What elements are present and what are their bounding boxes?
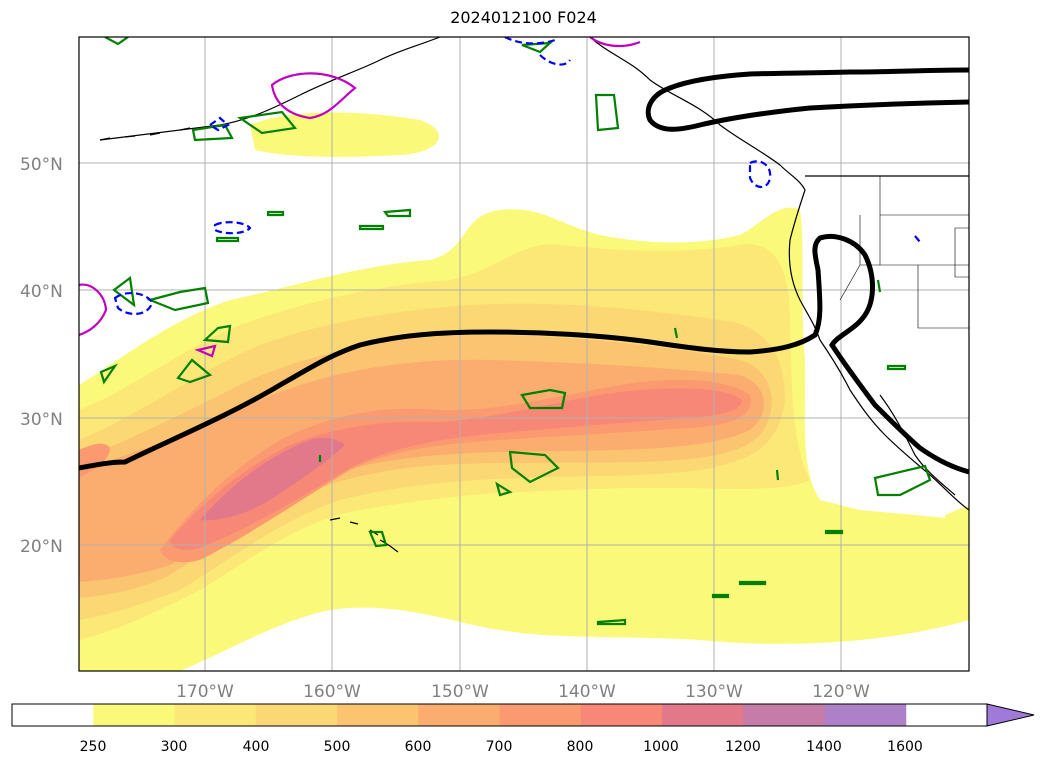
green-contour (237, 110, 298, 135)
hawaii-islands (329, 517, 399, 553)
colorbar-segment (174, 704, 257, 726)
blue-dashed-contours (113, 37, 921, 316)
magenta-contours (79, 37, 641, 358)
green-contour (104, 37, 129, 46)
map-frame (78, 36, 970, 672)
blue-contour (213, 221, 252, 235)
colorbar-label: 300 (161, 739, 188, 755)
green-contour (99, 363, 119, 385)
colorbar: 250 300 400 500 600 700 800 1000 1200 14… (11, 703, 1035, 755)
magenta-contour (589, 37, 641, 48)
lat-label-20: 20°N (20, 537, 63, 557)
colorbar-segment (499, 704, 582, 726)
lat-label-30: 30°N (20, 410, 63, 430)
blue-contour (914, 235, 921, 243)
lat-label-40: 40°N (20, 282, 63, 302)
green-contour (738, 580, 767, 586)
colorbar-segment (12, 704, 94, 726)
green-contours (99, 37, 932, 626)
ivt-band-700 (160, 379, 751, 563)
lon-label-170: 170°W (176, 682, 234, 702)
green-contour (824, 529, 844, 535)
green-contour (215, 236, 240, 243)
colorbar-label: 400 (243, 739, 270, 755)
magenta-contour (79, 283, 108, 337)
ivt-band-250-east (945, 505, 969, 545)
colorbar-segment (743, 704, 825, 726)
green-contour (358, 224, 385, 231)
lon-label-140: 140°W (558, 682, 616, 702)
colorbar-label: 800 (567, 739, 594, 755)
colorbar-segment (255, 704, 338, 726)
ivt-band-1000 (200, 437, 345, 521)
green-contour (521, 41, 554, 54)
green-contour (596, 618, 627, 626)
green-contour (711, 593, 730, 599)
colorbar-segment (580, 704, 663, 726)
green-contour (495, 481, 513, 497)
green-contour (508, 450, 560, 484)
green-contour (520, 388, 567, 410)
blue-contour (113, 292, 154, 316)
map-panel (79, 37, 969, 671)
thick-contour-north (645, 67, 969, 132)
colorbar-segments (12, 704, 907, 726)
colorbar-frame (11, 703, 988, 727)
coastlines (99, 37, 969, 553)
lon-label-130: 130°W (685, 682, 743, 702)
thick-black-contours (79, 67, 969, 475)
blue-contour (504, 37, 571, 66)
colorbar-label: 250 (80, 739, 107, 755)
state-borders (839, 176, 969, 329)
green-contour (146, 286, 210, 312)
lat-label-50: 50°N (20, 155, 63, 175)
colorbar-label: 1200 (725, 739, 761, 755)
latitude-labels: 50°N 40°N 30°N 20°N (20, 155, 63, 557)
green-contour (673, 327, 679, 339)
map-title: 2024012100 F024 (450, 8, 597, 27)
colorbar-label: 1600 (887, 739, 923, 755)
colorbar-segment (418, 704, 500, 726)
green-contour (876, 279, 882, 293)
lon-label-120: 120°W (812, 682, 870, 702)
colorbar-segment (93, 704, 175, 726)
colorbar-extend-arrow (986, 703, 1035, 727)
green-contour (873, 464, 932, 497)
colorbar-labels: 250 300 400 500 600 700 800 1000 1200 14… (80, 739, 923, 755)
alaska-coast (99, 37, 441, 141)
colorbar-label: 700 (486, 739, 513, 755)
colorbar-segment (662, 704, 744, 726)
thick-contour-main (79, 233, 969, 475)
magenta-contour (270, 72, 357, 120)
green-contour (775, 469, 780, 481)
longitude-labels: 170°W 160°W 150°W 140°W 130°W 120°W (176, 682, 870, 702)
colorbar-segment (337, 704, 419, 726)
north-america-coast (589, 37, 969, 511)
ivt-band-250-north (250, 112, 439, 157)
magenta-contour (194, 344, 217, 358)
green-contour (202, 324, 232, 344)
colorbar-label: 500 (324, 739, 351, 755)
green-contour (886, 364, 907, 371)
baja-peninsula (879, 394, 956, 496)
blue-contour (208, 116, 230, 132)
green-contour (594, 93, 620, 132)
green-contour (266, 210, 285, 217)
aleutian-islands (99, 127, 191, 141)
green-contour (176, 358, 213, 384)
green-contour (382, 208, 412, 218)
colorbar-segment (824, 704, 907, 726)
ivt-band-700-west (79, 443, 110, 478)
green-contour (112, 276, 136, 308)
colorbar-label: 1000 (643, 739, 679, 755)
colorbar-label: 600 (405, 739, 432, 755)
lon-label-160: 160°W (303, 682, 361, 702)
green-contour (368, 530, 388, 548)
colorbar-label: 1400 (806, 739, 842, 755)
lon-label-150: 150°W (431, 682, 489, 702)
